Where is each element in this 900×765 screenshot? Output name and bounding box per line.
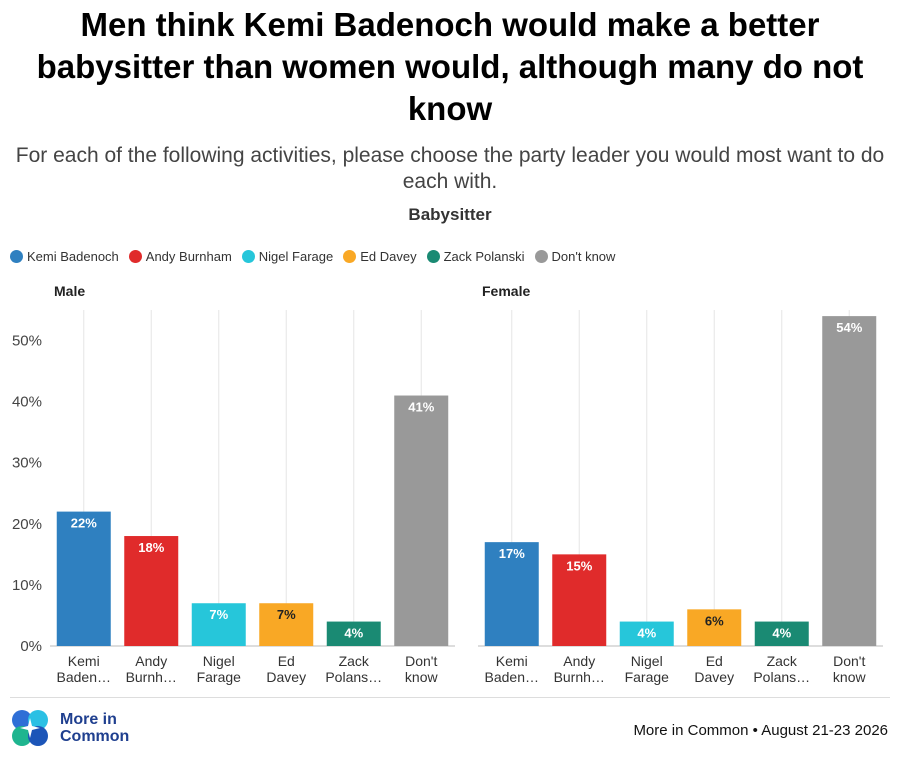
- x-tick-label: Polans…: [753, 669, 810, 685]
- x-tick-label: Ed: [278, 653, 295, 669]
- more-in-common-logo: More in Common: [10, 708, 129, 748]
- y-tick-label: 30%: [12, 455, 42, 472]
- bar: [619, 621, 674, 646]
- page-subtitle: For each of the following activities, pl…: [15, 144, 885, 193]
- legend-label: Andy Burnham: [145, 248, 232, 264]
- legend-label: Zack Polanski: [443, 248, 525, 264]
- bar: [56, 511, 111, 646]
- bar-data-label: 7%: [277, 607, 296, 622]
- bar: [822, 316, 877, 646]
- footer-divider: [10, 697, 890, 698]
- logo-icon: [12, 710, 48, 746]
- bar-chart: 0%10%20%30%40%50%Male22%KemiBaden…18%And…: [12, 283, 883, 685]
- panel-title: Female: [482, 283, 530, 299]
- legend-swatch: [343, 249, 357, 263]
- bar: [124, 536, 179, 646]
- panel-title: Male: [54, 283, 85, 299]
- bar: [259, 603, 314, 646]
- bar: [191, 603, 246, 646]
- bar: [326, 621, 381, 646]
- bar: [394, 395, 449, 646]
- bar-data-label: 15%: [566, 558, 592, 573]
- y-tick-label: 20%: [12, 516, 42, 533]
- x-tick-label: Ed: [706, 653, 723, 669]
- x-tick-label: Baden…: [485, 669, 539, 685]
- bar-data-label: 41%: [408, 400, 434, 415]
- logo-text-line1: More in: [60, 711, 117, 728]
- bar: [754, 621, 809, 646]
- x-tick-label: Andy: [563, 653, 595, 669]
- x-tick-label: Baden…: [57, 669, 111, 685]
- x-tick-label: know: [833, 669, 867, 685]
- x-tick-label: Nigel: [203, 653, 235, 669]
- x-tick-label: Polans…: [325, 669, 382, 685]
- x-tick-label: Farage: [197, 669, 242, 685]
- x-tick-label: Kemi: [68, 653, 100, 669]
- bar-data-label: 22%: [71, 516, 97, 531]
- x-tick-label: Don't: [833, 653, 865, 669]
- y-tick-label: 50%: [12, 333, 42, 350]
- x-tick-label: Davey: [266, 669, 306, 685]
- bar: [687, 609, 742, 646]
- legend-item: Andy Burnham: [128, 248, 232, 264]
- x-tick-label: Zack: [767, 653, 798, 669]
- x-tick-label: know: [405, 669, 439, 685]
- legend-swatch: [534, 249, 548, 263]
- bar-data-label: 4%: [772, 626, 791, 641]
- bar-data-label: 4%: [637, 626, 656, 641]
- page-title: Men think Kemi Badenoch would make a bet…: [36, 6, 864, 127]
- x-tick-label: Kemi: [496, 653, 528, 669]
- source-note: More in Common • August 21-23 2026: [633, 722, 888, 739]
- x-tick-label: Don't: [405, 653, 437, 669]
- legend-item: Zack Polanski: [426, 248, 525, 264]
- legend-label: Ed Davey: [360, 248, 417, 264]
- x-tick-label: Davey: [694, 669, 734, 685]
- chart-title: Babysitter: [408, 205, 492, 224]
- bar-data-label: 54%: [836, 320, 862, 335]
- y-tick-label: 0%: [20, 638, 42, 655]
- logo-text-line2: Common: [60, 728, 130, 745]
- bar: [552, 554, 607, 646]
- legend-item: Ed Davey: [343, 248, 417, 264]
- legend-item: Don't know: [534, 248, 616, 264]
- legend-label: Kemi Badenoch: [27, 248, 119, 264]
- legend-swatch: [241, 249, 255, 263]
- bar-data-label: 18%: [138, 540, 164, 555]
- bar-data-label: 6%: [705, 613, 724, 628]
- legend-label: Nigel Farage: [258, 248, 334, 264]
- legend-swatch: [128, 249, 142, 263]
- bar-data-label: 7%: [209, 607, 228, 622]
- bar: [484, 542, 539, 646]
- x-tick-label: Zack: [339, 653, 370, 669]
- legend-item: Nigel Farage: [241, 248, 334, 264]
- x-tick-label: Burnh…: [554, 669, 605, 685]
- y-tick-label: 40%: [12, 394, 42, 411]
- y-tick-label: 10%: [12, 577, 42, 594]
- bar-data-label: 17%: [499, 546, 525, 561]
- x-tick-label: Farage: [625, 669, 670, 685]
- x-tick-label: Burnh…: [126, 669, 177, 685]
- x-tick-label: Nigel: [631, 653, 663, 669]
- legend-label: Don't know: [551, 248, 616, 264]
- chart-legend: Kemi Badenoch Andy Burnham Nigel Farage Ed …: [10, 246, 625, 266]
- legend-item: Kemi Badenoch: [10, 249, 119, 264]
- legend-swatch: [10, 249, 23, 263]
- x-tick-label: Andy: [135, 653, 167, 669]
- legend-swatch: [426, 249, 440, 263]
- bar-data-label: 4%: [344, 626, 363, 641]
